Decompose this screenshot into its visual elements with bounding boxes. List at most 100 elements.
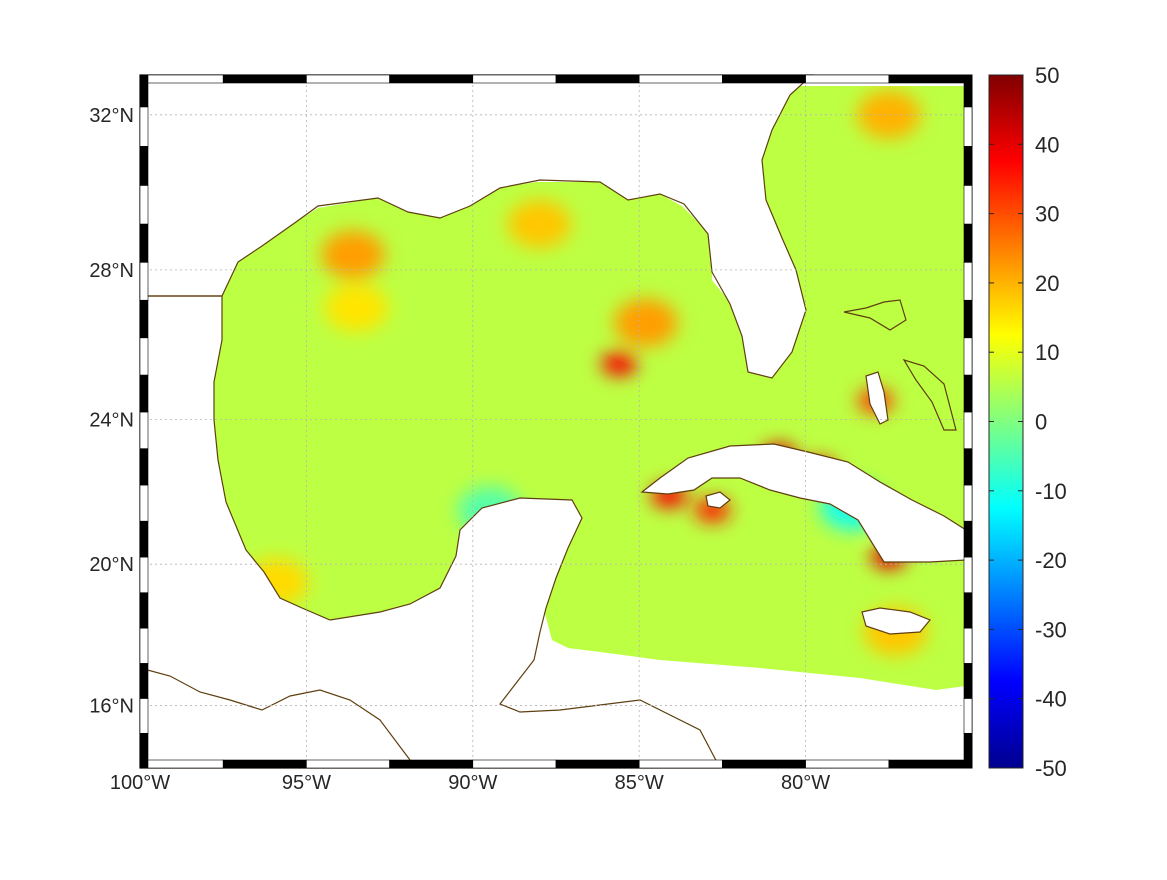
- frame-bottom-segment: [555, 759, 640, 769]
- frame-right-segment: [963, 663, 973, 699]
- colorbar-tick-label: 50: [1035, 63, 1059, 88]
- colorbar: 50 40 30 20 10 0 -10 -20 -30 -40 -50: [988, 63, 1067, 781]
- y-axis-ticks: 16°N 20°N 24°N 28°N 32°N: [89, 105, 134, 718]
- colorbar-tick-label: -40: [1035, 687, 1067, 712]
- frame-right-segment: [963, 261, 973, 301]
- frame-bottom-segment: [638, 759, 723, 769]
- frame-right-segment: [963, 185, 973, 225]
- frame-right-segment: [963, 448, 973, 486]
- land-us-gulf-coast-coastline: [139, 74, 814, 379]
- land-overlay: [140, 75, 966, 768]
- frame-right-segment: [963, 337, 973, 376]
- graticule: [140, 75, 972, 768]
- x-tick-label: 90°W: [448, 772, 497, 794]
- anomaly-texas-shelf-south: [324, 283, 389, 332]
- land-jamaica-coastline: [861, 607, 931, 635]
- coastline: [139, 74, 967, 769]
- frame-left-segment: [139, 146, 149, 186]
- frame-left-segment: [139, 185, 149, 225]
- land-andros: [866, 372, 888, 424]
- map-frame: [139, 74, 973, 769]
- frame-right-segment: [963, 146, 973, 186]
- x-tick-label: 80°W: [781, 772, 830, 794]
- frame-bottom-segment: [222, 759, 307, 769]
- colorbar-tick-label: -30: [1035, 617, 1067, 642]
- land-jamaica: [862, 608, 930, 634]
- anomaly-louisiana-shelf: [507, 200, 572, 249]
- frame-bottom-segment: [389, 759, 474, 769]
- frame-top-segment: [222, 74, 307, 84]
- eleuthera-coastline: [902, 358, 957, 431]
- x-axis-ticks: 100°W 95°W 90°W 85°W 80°W: [110, 772, 830, 794]
- frame-bottom-segment: [888, 759, 973, 769]
- frame-right-segment: [963, 732, 973, 769]
- frame-right-segment: [963, 411, 973, 449]
- y-tick-label: 20°N: [89, 554, 134, 576]
- anomaly-georgia-bight: [856, 90, 921, 139]
- frame-left-segment: [139, 484, 149, 522]
- frame-bottom-segment: [139, 759, 224, 769]
- frame-right-segment: [963, 223, 973, 263]
- land-isla-juventud: [706, 492, 730, 508]
- frame-top-segment: [389, 74, 474, 84]
- colorbar-tick-label: 30: [1035, 202, 1059, 227]
- frame-right-segment: [963, 374, 973, 413]
- x-tick-label: 95°W: [282, 772, 331, 794]
- frame-left-segment: [139, 374, 149, 413]
- frame-right-segment: [963, 299, 973, 339]
- frame-top-segment: [139, 74, 224, 84]
- frame-left-segment: [139, 732, 149, 769]
- y-tick-label: 24°N: [89, 409, 134, 431]
- y-tick-label: 16°N: [89, 695, 134, 717]
- frame-bottom-segment: [805, 759, 890, 769]
- frame-top-segment: [722, 74, 806, 84]
- frame-left-segment: [139, 627, 149, 664]
- anomaly-central-gulf-eddy-core: [601, 351, 638, 376]
- frame-right-segment: [963, 556, 973, 594]
- land-cuba: [642, 444, 966, 562]
- frame-top-segment: [555, 74, 640, 84]
- colorbar-tick-label: 0: [1035, 410, 1047, 435]
- frame-left-segment: [139, 556, 149, 594]
- y-tick-label: 28°N: [89, 260, 134, 282]
- x-tick-label: 85°W: [615, 772, 664, 794]
- colorbar-tick-label: 10: [1035, 340, 1059, 365]
- frame-left-segment: [139, 448, 149, 486]
- frame-left-segment: [139, 337, 149, 376]
- frame-top-segment: [805, 74, 890, 84]
- grand-bahama-coastline: [843, 299, 907, 331]
- frame-left-segment: [139, 106, 149, 147]
- anomaly-central-gulf-eddy: [613, 298, 678, 347]
- colorbar-tick-label: 40: [1035, 132, 1059, 157]
- anomaly-texas-shelf: [320, 230, 385, 279]
- frame-left-segment: [139, 698, 149, 734]
- frame-left-segment: [139, 411, 149, 449]
- central-america-coastline: [139, 667, 411, 761]
- land-mexico-yucatan: [140, 296, 720, 768]
- colorbar-tick-label: -20: [1035, 548, 1067, 573]
- frame-right-segment: [963, 592, 973, 629]
- frame-left-segment: [139, 592, 149, 629]
- frame-left-segment: [139, 299, 149, 339]
- colorbar-ticks: 50 40 30 20 10 0 -10 -20 -30 -40 -50: [989, 63, 1067, 781]
- frame-right-segment: [963, 520, 973, 558]
- land-cuba-coastline: [640, 443, 967, 563]
- land-isla-juventud-coastline: [705, 491, 731, 509]
- frame-left-segment: [139, 74, 149, 108]
- frame-left-segment: [139, 520, 149, 558]
- frame-top-segment: [888, 74, 973, 84]
- frame-bottom-segment: [472, 759, 557, 769]
- frame-bottom-segment: [306, 759, 390, 769]
- land-andros-coastline: [865, 371, 889, 425]
- y-tick-label: 32°N: [89, 105, 134, 127]
- frame-left-segment: [139, 223, 149, 263]
- frame-right-segment: [963, 698, 973, 734]
- frame-top-segment: [472, 74, 557, 84]
- colorbar-tick-label: 20: [1035, 271, 1059, 296]
- frame-right-segment: [963, 74, 973, 108]
- land-us-gulf-coast: [140, 75, 812, 378]
- frame-right-segment: [963, 484, 973, 522]
- frame-right-segment: [963, 106, 973, 147]
